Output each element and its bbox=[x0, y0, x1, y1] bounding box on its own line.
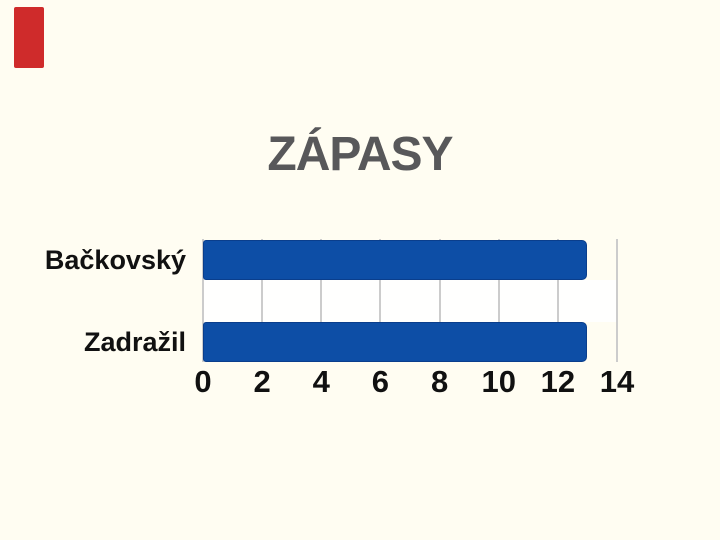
bar-Bačkovský bbox=[203, 240, 588, 280]
plot-gap-band bbox=[203, 280, 617, 322]
x-tick-label-2: 2 bbox=[253, 364, 271, 399]
gridline-x-2 bbox=[261, 239, 264, 362]
gridline-x-0 bbox=[202, 239, 204, 362]
x-tick-label-12: 12 bbox=[540, 364, 576, 399]
category-label-backovsky: Bačkovský bbox=[44, 245, 186, 275]
red-accent-bar bbox=[14, 7, 44, 68]
gridline-x-14 bbox=[616, 239, 618, 362]
gridline-x-4 bbox=[320, 239, 323, 362]
bar-Zadražil bbox=[203, 322, 588, 362]
x-tick-label-10: 10 bbox=[481, 364, 516, 399]
x-tick-label-14: 14 bbox=[599, 364, 635, 399]
gridline-x-8 bbox=[438, 239, 441, 362]
gridline-x-12 bbox=[556, 239, 559, 362]
chart-title: ZÁPASY bbox=[267, 128, 453, 181]
gridline-x-10 bbox=[497, 239, 500, 362]
x-tick-label-0: 0 bbox=[194, 364, 212, 399]
category-label-zadrazil: Zadražil bbox=[83, 327, 186, 357]
plot-area bbox=[202, 239, 618, 362]
x-tick-label-8: 8 bbox=[430, 364, 449, 399]
x-tick-label-4: 4 bbox=[312, 364, 330, 399]
gridline-x-6 bbox=[379, 239, 382, 362]
x-tick-label-6: 6 bbox=[371, 364, 390, 399]
